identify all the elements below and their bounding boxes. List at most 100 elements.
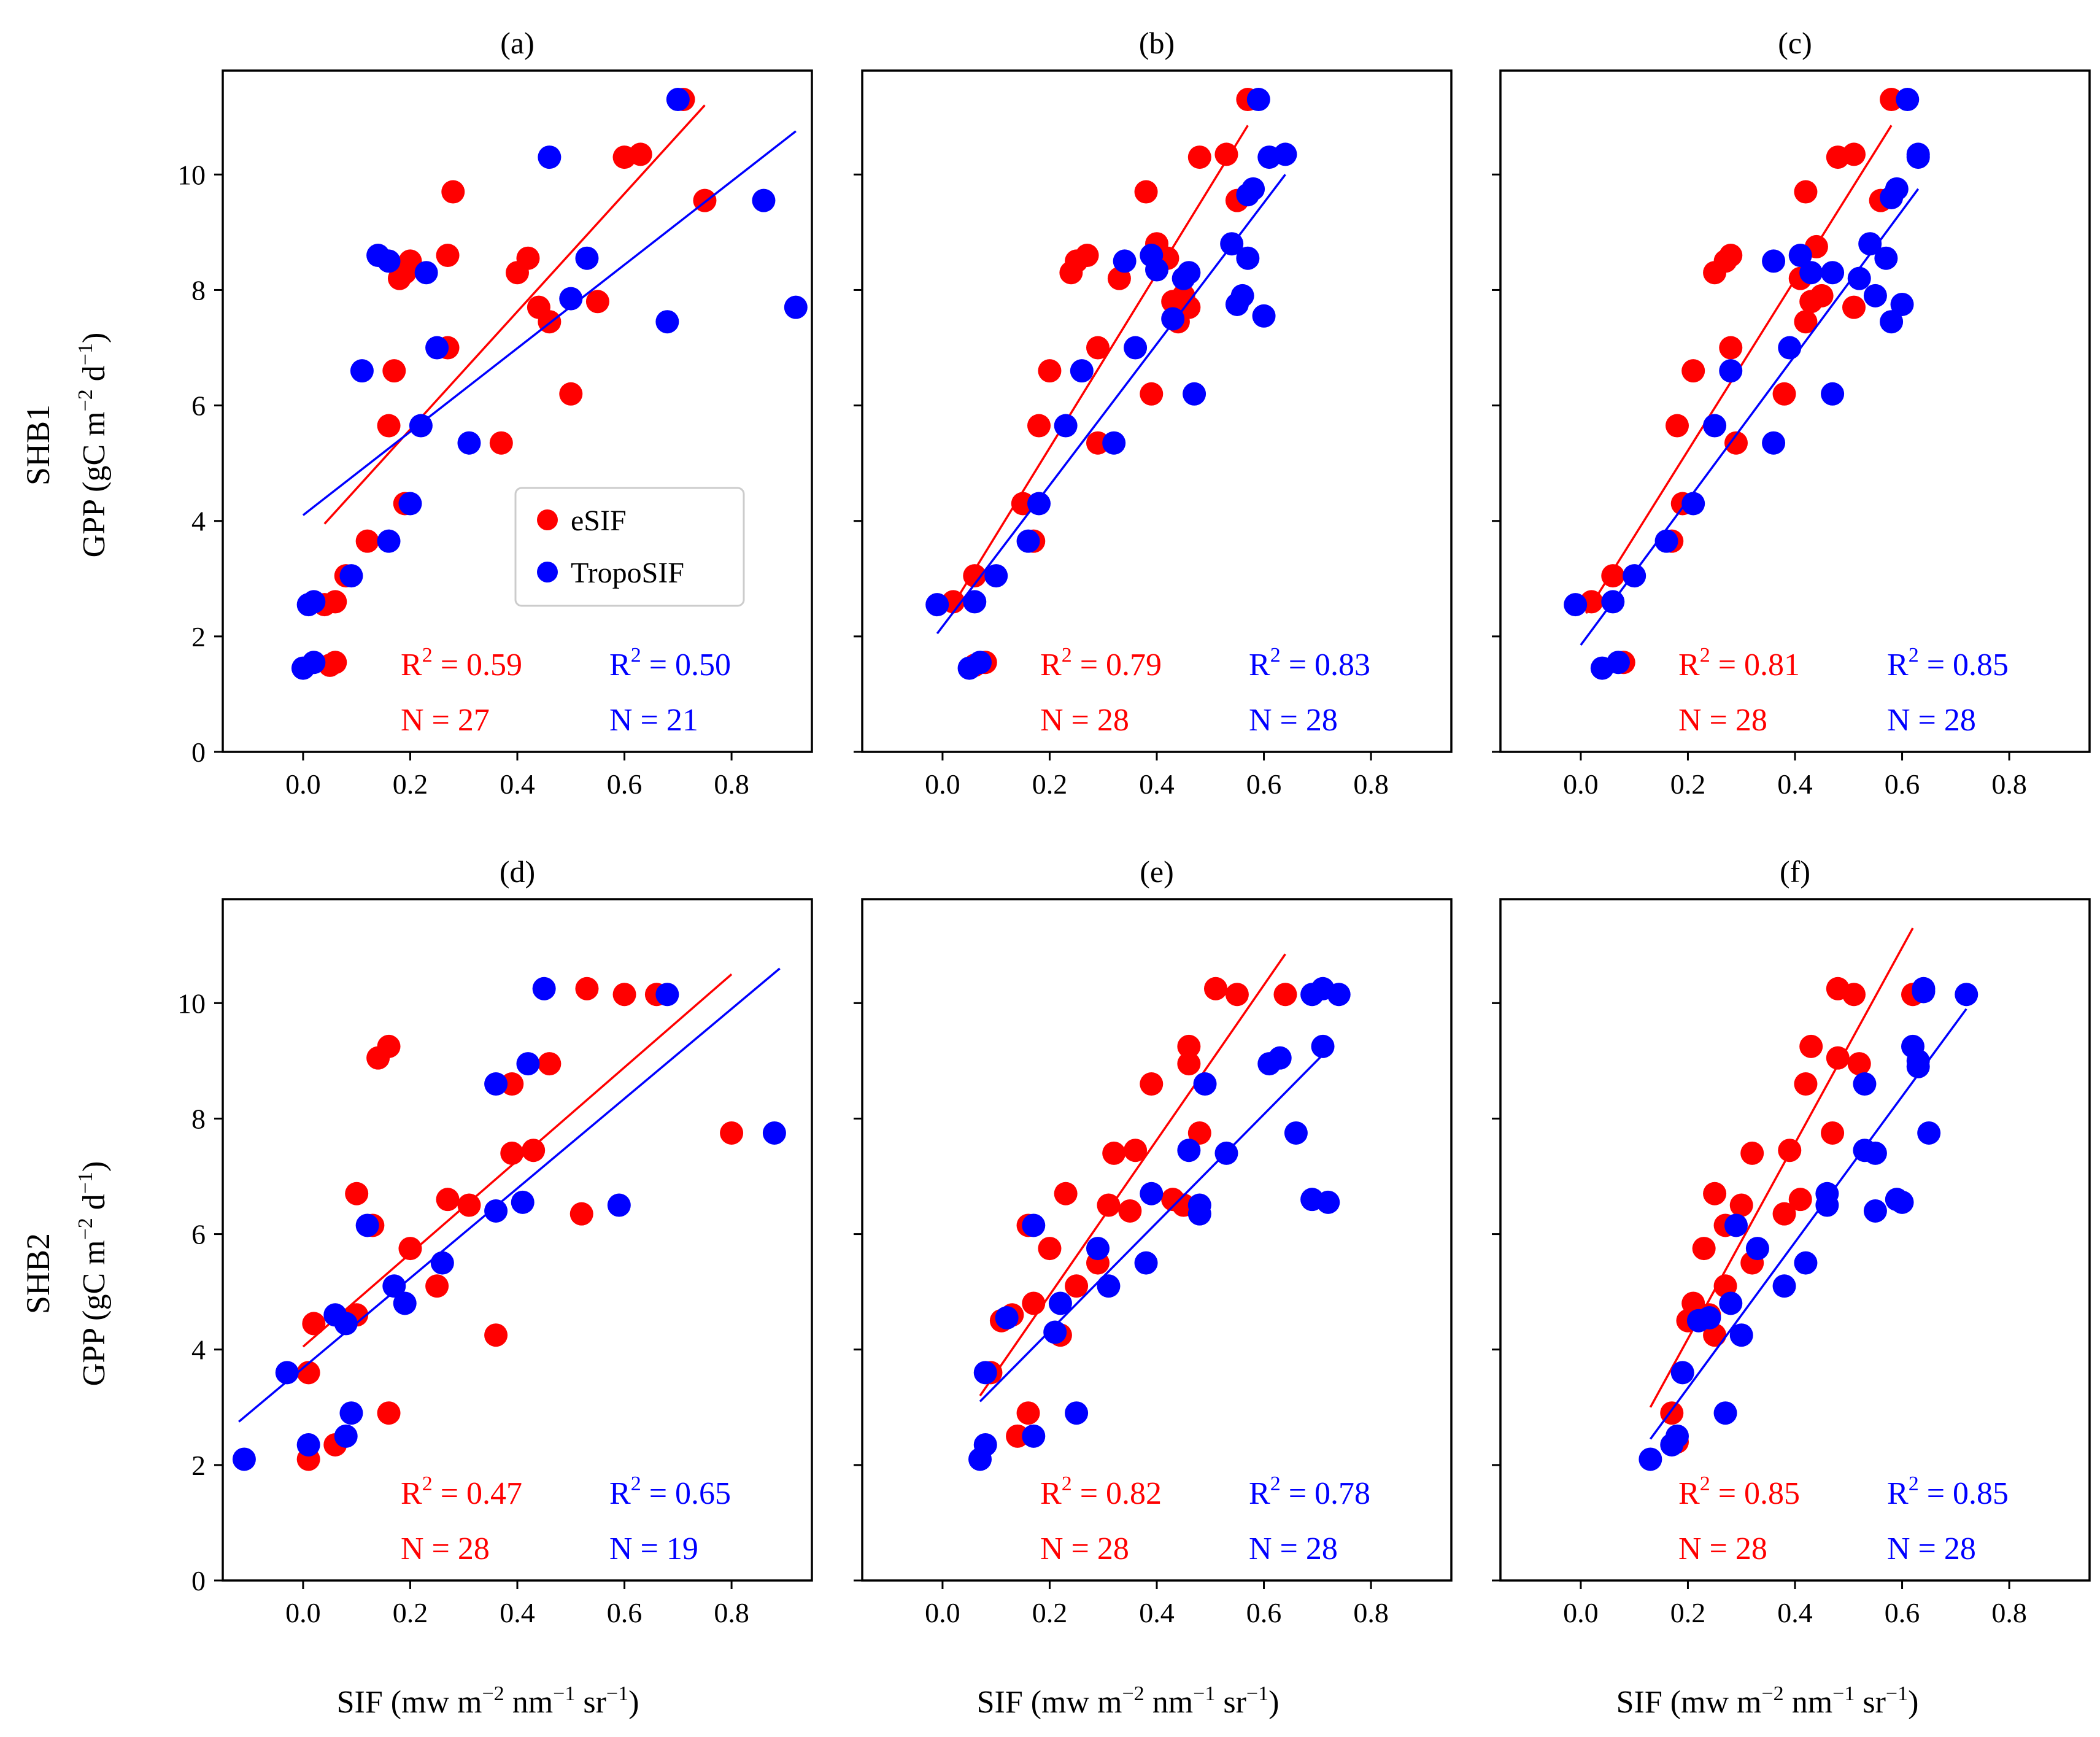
site-label-shb1: SHB1 bbox=[20, 404, 56, 486]
troposif-point bbox=[516, 1052, 540, 1076]
esif-point bbox=[1692, 1237, 1716, 1261]
y-tick-label: 8 bbox=[191, 1103, 206, 1134]
panel-5: (e) 0.0 0.2 0.4 0.6 0.8 R2 = 0.82 N = 28 R2 = 0.… bbox=[854, 854, 1453, 1628]
esif-point bbox=[1118, 1199, 1142, 1223]
troposif-point bbox=[1134, 1251, 1158, 1275]
troposif-point bbox=[1821, 382, 1845, 406]
y-tick-label: 2 bbox=[191, 1450, 206, 1481]
esif-point bbox=[1140, 1072, 1164, 1096]
esif-point bbox=[436, 244, 460, 268]
troposif-point bbox=[1065, 1401, 1089, 1425]
esif-point bbox=[1788, 1188, 1812, 1212]
esif-point bbox=[355, 529, 379, 553]
x-axis-labels: SIF (mw m−2 nm−1 sr−1) SIF (mw m−2 nm−1 … bbox=[337, 1682, 1919, 1720]
legend-marker-troposif bbox=[537, 562, 558, 582]
y-axis-label-exp1: −2 bbox=[74, 1218, 97, 1240]
troposif-point bbox=[1815, 1182, 1839, 1205]
troposif-point bbox=[1666, 1424, 1689, 1448]
y-axis-label-mid: d bbox=[77, 1194, 112, 1218]
troposif-point bbox=[1016, 529, 1040, 553]
troposif-point bbox=[484, 1072, 508, 1096]
esif-point bbox=[569, 1202, 593, 1226]
troposif-fit-line bbox=[979, 1048, 1329, 1402]
troposif-point bbox=[1719, 359, 1743, 383]
troposif-point bbox=[377, 529, 401, 553]
esif-n-label: N = 28 bbox=[1040, 703, 1129, 738]
y-tick-label: 6 bbox=[191, 390, 206, 422]
x-tick-label: 0.0 bbox=[285, 768, 321, 800]
troposif-point bbox=[1102, 431, 1126, 455]
troposif-point bbox=[1821, 261, 1845, 285]
esif-point bbox=[323, 590, 347, 614]
x-tick-label: 0.0 bbox=[1563, 768, 1599, 800]
troposif-point bbox=[1140, 1182, 1164, 1205]
esif-point bbox=[1065, 1274, 1089, 1298]
esif-point bbox=[393, 261, 417, 285]
troposif-point bbox=[1762, 431, 1786, 455]
esif-point bbox=[1794, 310, 1818, 334]
esif-point bbox=[1821, 1121, 1845, 1145]
troposif-point bbox=[1847, 266, 1871, 290]
troposif-point bbox=[302, 651, 326, 675]
troposif-r2-label: R2 = 0.50 bbox=[609, 644, 731, 683]
esif-n-label: N = 27 bbox=[401, 703, 490, 738]
troposif-point bbox=[1794, 1251, 1818, 1275]
troposif-point bbox=[1183, 382, 1206, 406]
troposif-point bbox=[484, 1199, 508, 1223]
troposif-point bbox=[1124, 336, 1148, 360]
x-axis-label-e: SIF (mw m−2 nm−1 sr−1) bbox=[977, 1682, 1280, 1720]
esif-fit-line bbox=[979, 953, 1286, 1396]
esif-point bbox=[1075, 244, 1099, 268]
troposif-point bbox=[1896, 88, 1920, 112]
plot-frame bbox=[222, 898, 813, 1582]
troposif-fit-line bbox=[302, 130, 797, 516]
troposif-point bbox=[1778, 336, 1802, 360]
esif-point bbox=[398, 1237, 422, 1261]
x-axis-label-d: SIF (mw m−2 nm−1 sr−1) bbox=[337, 1682, 639, 1720]
esif-point bbox=[1177, 1034, 1201, 1058]
esif-point bbox=[1016, 1401, 1040, 1425]
troposif-point bbox=[1086, 1237, 1110, 1261]
y-axis-label-exp2: −1 bbox=[74, 343, 97, 365]
x-tick-label: 0.0 bbox=[925, 1597, 960, 1628]
row-label-1: SHB1 GPP (gC m−2 d−1) bbox=[20, 333, 112, 558]
esif-point bbox=[1204, 977, 1227, 1000]
troposif-point bbox=[995, 1306, 1019, 1329]
troposif-point bbox=[1022, 1213, 1046, 1237]
esif-point bbox=[1225, 983, 1249, 1007]
panel-title: (c) bbox=[1778, 26, 1812, 60]
esif-point bbox=[628, 142, 652, 166]
panel-title: (b) bbox=[1139, 26, 1175, 60]
troposif-point bbox=[1311, 1034, 1335, 1058]
esif-point bbox=[1772, 1202, 1796, 1226]
panel-4: (d) 0.0 0.2 0.4 0.6 0.8 0 2 4 6 8 10 R2 = 0.47 N = 28… bbox=[177, 854, 813, 1628]
troposif-point bbox=[1670, 1361, 1694, 1385]
troposif-point bbox=[1724, 1213, 1748, 1237]
troposif-point bbox=[334, 1312, 358, 1336]
troposif-point bbox=[1853, 1072, 1877, 1096]
troposif-point bbox=[655, 983, 679, 1007]
panel-1: (a) 0.0 0.2 0.4 0.6 0.8 0 2 4 6 8 10 R2 = 0.59 N = 27… bbox=[177, 26, 813, 800]
esif-point bbox=[1681, 359, 1705, 383]
x-tick-label: 0.8 bbox=[1991, 1597, 2027, 1628]
x-tick-label: 0.0 bbox=[1563, 1597, 1599, 1628]
esif-point bbox=[1842, 295, 1866, 319]
y-tick-label: 0 bbox=[191, 737, 206, 768]
troposif-point bbox=[1863, 1141, 1887, 1165]
esif-point bbox=[484, 1323, 508, 1347]
x-tick-label: 0.2 bbox=[393, 768, 428, 800]
troposif-point bbox=[1762, 249, 1786, 273]
y-tick-label: 10 bbox=[177, 988, 206, 1019]
esif-point bbox=[1772, 382, 1796, 406]
troposif-point bbox=[414, 261, 438, 285]
troposif-point bbox=[538, 145, 562, 169]
troposif-point bbox=[752, 188, 776, 212]
troposif-point bbox=[1912, 977, 1936, 1000]
esif-point bbox=[1054, 1182, 1078, 1205]
esif-point bbox=[1880, 88, 1904, 112]
troposif-point bbox=[607, 1193, 631, 1217]
x-tick-label: 0.4 bbox=[500, 1597, 535, 1628]
esif-point bbox=[425, 1274, 449, 1298]
y-tick-label: 4 bbox=[191, 506, 206, 537]
esif-n-label: N = 28 bbox=[1678, 703, 1767, 738]
